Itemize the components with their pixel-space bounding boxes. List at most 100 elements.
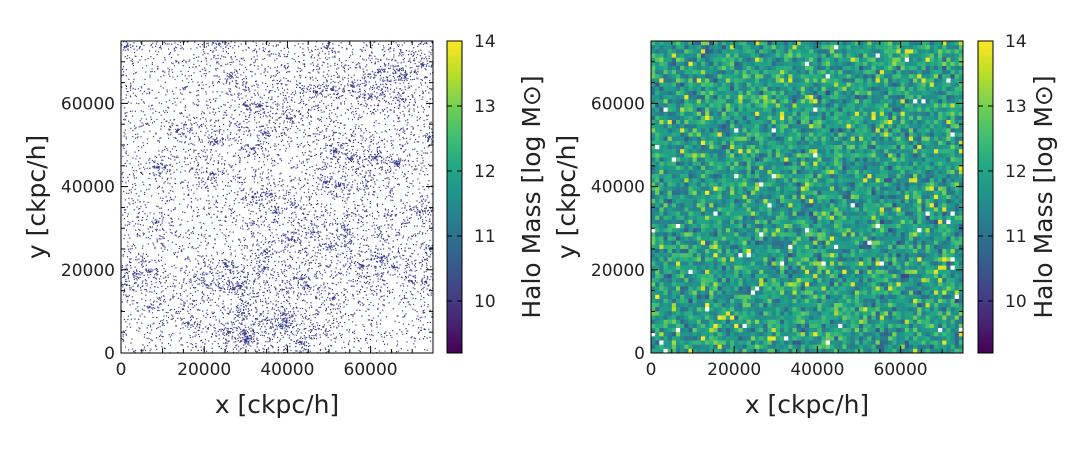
scatter-point bbox=[427, 303, 429, 306]
scatter-point bbox=[241, 198, 243, 200]
scatter-point bbox=[283, 320, 285, 322]
scatter-point bbox=[314, 326, 316, 328]
scatter-point bbox=[428, 218, 431, 220]
scatter-point bbox=[256, 136, 259, 138]
scatter-point bbox=[175, 183, 177, 185]
scatter-point bbox=[278, 52, 280, 54]
scatter-point bbox=[164, 246, 166, 248]
scatter-point bbox=[122, 214, 124, 216]
scatter-point bbox=[349, 193, 351, 195]
scatter-point bbox=[367, 149, 369, 152]
scatter-point bbox=[226, 193, 228, 195]
scatter-point bbox=[408, 87, 410, 89]
scatter-point bbox=[166, 320, 168, 322]
scatter-point bbox=[208, 86, 210, 88]
scatter-point bbox=[293, 268, 295, 270]
scatter-point bbox=[360, 198, 362, 200]
scatter-point bbox=[275, 278, 277, 280]
scatter-point bbox=[135, 71, 137, 73]
scatter-point bbox=[403, 79, 405, 82]
scatter-point bbox=[284, 65, 286, 67]
scatter-point bbox=[224, 139, 227, 141]
scatter-point bbox=[316, 105, 318, 107]
scatter-point bbox=[327, 297, 329, 299]
scatter-point bbox=[382, 273, 384, 275]
scatter-point bbox=[149, 291, 151, 293]
scatter-point bbox=[256, 351, 258, 353]
scatter-point bbox=[284, 309, 286, 311]
scatter-point bbox=[207, 187, 209, 189]
scatter-point bbox=[272, 195, 274, 197]
scatter-point bbox=[265, 132, 267, 134]
scatter-point bbox=[329, 232, 331, 234]
scatter-point bbox=[158, 298, 160, 300]
scatter-point bbox=[254, 28, 255, 29]
scatter-point bbox=[376, 288, 378, 291]
scatter-point bbox=[275, 145, 277, 147]
scatter-point bbox=[234, 56, 236, 58]
scatter-point bbox=[202, 255, 204, 257]
scatter-point bbox=[244, 148, 246, 150]
scatter-point bbox=[351, 215, 353, 217]
scatter-point bbox=[417, 111, 420, 113]
scatter-point bbox=[182, 245, 184, 247]
scatter-point bbox=[427, 213, 429, 215]
scatter-point bbox=[297, 281, 299, 284]
scatter-point bbox=[148, 105, 150, 107]
scatter-point bbox=[347, 83, 349, 85]
scatter-point bbox=[365, 59, 367, 61]
scatter-point bbox=[129, 323, 131, 325]
scatter-point bbox=[227, 185, 229, 187]
scatter-point bbox=[140, 264, 143, 266]
scatter-point bbox=[353, 74, 355, 76]
scatter-point bbox=[399, 105, 401, 107]
scatter-point bbox=[384, 198, 386, 200]
scatter-point bbox=[170, 177, 172, 179]
scatter-point bbox=[218, 259, 221, 262]
scatter-point bbox=[210, 136, 213, 138]
scatter-point bbox=[231, 288, 233, 290]
scatter-point bbox=[342, 147, 344, 149]
scatter-point bbox=[365, 128, 367, 130]
scatter-point bbox=[444, 226, 445, 227]
scatter-point bbox=[304, 300, 306, 302]
scatter-point bbox=[233, 93, 236, 95]
scatter-point bbox=[233, 273, 235, 275]
scatter-point bbox=[273, 315, 275, 317]
scatter-point bbox=[300, 142, 302, 144]
scatter-point bbox=[303, 59, 305, 61]
scatter-point bbox=[286, 207, 288, 209]
scatter-point bbox=[398, 161, 400, 163]
scatter-point bbox=[257, 148, 259, 150]
scatter-point bbox=[268, 195, 270, 197]
scatter-point bbox=[316, 312, 318, 315]
scatter-point bbox=[211, 255, 213, 257]
scatter-point bbox=[283, 351, 285, 353]
scatter-point bbox=[444, 280, 445, 281]
scatter-point bbox=[379, 323, 381, 325]
scatter-point bbox=[302, 92, 304, 94]
scatter-point bbox=[403, 316, 406, 318]
scatter-point bbox=[244, 247, 246, 249]
scatter-point bbox=[325, 243, 327, 245]
scatter-point bbox=[156, 54, 158, 56]
scatter-point bbox=[141, 322, 143, 324]
scatter-point bbox=[288, 162, 290, 164]
scatter-point bbox=[177, 129, 180, 131]
scatter-point bbox=[331, 130, 333, 132]
scatter-point bbox=[427, 245, 430, 247]
scatter-point bbox=[351, 186, 353, 189]
scatter-point bbox=[204, 343, 206, 345]
scatter-point bbox=[204, 67, 206, 69]
scatter-point bbox=[186, 86, 188, 88]
scatter-point bbox=[298, 122, 300, 124]
scatter-point bbox=[192, 184, 194, 186]
scatter-point bbox=[148, 268, 150, 270]
scatter-point bbox=[207, 295, 209, 297]
scatter-point bbox=[210, 271, 212, 273]
scatter-point bbox=[353, 298, 355, 300]
scatter-point bbox=[440, 226, 441, 227]
scatter-point bbox=[375, 58, 377, 60]
scatter-point bbox=[385, 100, 387, 102]
scatter-point bbox=[184, 109, 186, 111]
